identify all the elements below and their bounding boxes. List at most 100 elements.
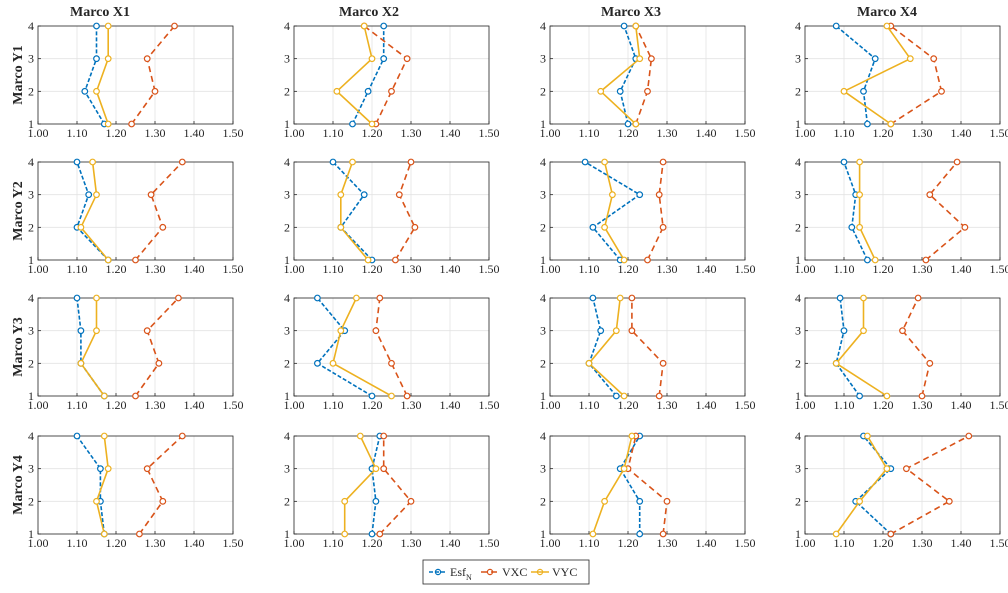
data-point-vxc [144,328,150,334]
y-tick-label: 1 [795,117,801,131]
data-point-esfn [582,159,588,165]
data-point-vyc [330,361,336,367]
plot-area [38,162,233,260]
y-tick-label: 3 [28,188,34,202]
data-point-vyc [334,89,340,95]
data-point-vxc [404,56,410,62]
x-tick-label: 1.10 [323,262,344,276]
data-point-vyc [342,499,348,505]
x-tick-label: 1.10 [323,398,344,412]
x-tick-label: 1.40 [696,262,717,276]
y-tick-label: 2 [795,356,801,370]
x-tick-label: 1.40 [951,398,972,412]
y-tick-label: 1 [540,527,546,541]
x-tick-label: 1.50 [479,398,500,412]
plot-area [294,436,489,534]
x-tick-label: 1.30 [401,398,422,412]
column-title: Marco X2 [339,5,399,20]
y-tick-label: 3 [795,462,801,476]
data-point-vyc [361,23,367,29]
data-point-vyc [338,225,344,231]
x-tick-label: 1.40 [440,126,461,140]
x-tick-label: 1.10 [67,398,88,412]
data-point-vxc [656,192,662,198]
x-tick-label: 1.30 [145,126,166,140]
x-tick-label: 1.20 [106,126,127,140]
data-point-vyc [610,192,616,198]
data-point-esfn [361,192,367,198]
data-point-vxc [393,257,399,263]
data-point-esfn [621,23,627,29]
y-tick-label: 2 [284,84,290,98]
data-point-vyc [857,192,863,198]
data-point-vxc [927,192,933,198]
x-tick-label: 1.10 [67,126,88,140]
data-point-vyc [78,225,84,231]
x-tick-label: 1.10 [834,536,855,550]
x-tick-label: 1.30 [657,398,678,412]
y-tick-label: 2 [28,356,34,370]
y-tick-label: 1 [284,389,290,403]
plot-area [38,436,233,534]
y-tick-label: 4 [540,291,546,305]
data-point-vxc [649,56,655,62]
data-point-vyc [354,295,360,301]
x-tick-label: 1.50 [479,262,500,276]
data-point-vxc [629,295,635,301]
data-point-vyc [602,159,608,165]
data-point-esfn [369,531,375,537]
x-tick-label: 1.30 [401,126,422,140]
data-point-vxc [660,159,666,165]
x-tick-label: 1.50 [990,262,1008,276]
plot-area [805,436,1000,534]
plot-area [550,162,745,260]
x-tick-label: 1.10 [67,536,88,550]
data-point-vyc [621,393,627,399]
y-tick-label: 4 [284,429,290,443]
data-point-esfn [625,121,631,127]
data-point-vyc [94,89,100,95]
data-point-vyc [908,56,914,62]
data-point-vyc [586,361,592,367]
data-point-esfn [590,295,596,301]
y-tick-label: 2 [284,494,290,508]
data-point-esfn [841,328,847,334]
row-title: Marco Y4 [11,455,26,514]
data-point-esfn [315,295,321,301]
data-point-vxc [180,159,186,165]
data-point-vyc [369,56,375,62]
data-point-vyc [105,56,111,62]
data-point-esfn [94,23,100,29]
x-tick-label: 1.40 [184,126,205,140]
y-tick-label: 3 [540,52,546,66]
data-point-esfn [637,531,643,537]
column-title: Marco X1 [70,5,130,20]
x-tick-label: 1.50 [990,398,1008,412]
data-point-vyc [94,328,100,334]
data-point-vxc [408,159,414,165]
y-tick-label: 4 [284,155,290,169]
data-point-vxc [144,56,150,62]
x-tick-label: 1.20 [362,262,383,276]
data-point-esfn [857,393,863,399]
data-point-vyc [105,23,111,29]
row-title: Marco Y3 [11,317,26,376]
x-tick-label: 1.30 [657,262,678,276]
data-point-vyc [102,393,108,399]
data-point-vxc [931,56,937,62]
x-tick-label: 1.50 [735,536,756,550]
data-point-esfn [74,159,80,165]
data-point-vxc [888,531,894,537]
y-tick-label: 2 [540,356,546,370]
x-tick-label: 1.10 [834,398,855,412]
data-point-vxc [645,257,651,263]
x-tick-label: 1.50 [735,262,756,276]
legend-label-esfn-main: Esf [450,565,466,579]
y-tick-label: 1 [284,527,290,541]
x-tick-label: 1.20 [873,398,894,412]
